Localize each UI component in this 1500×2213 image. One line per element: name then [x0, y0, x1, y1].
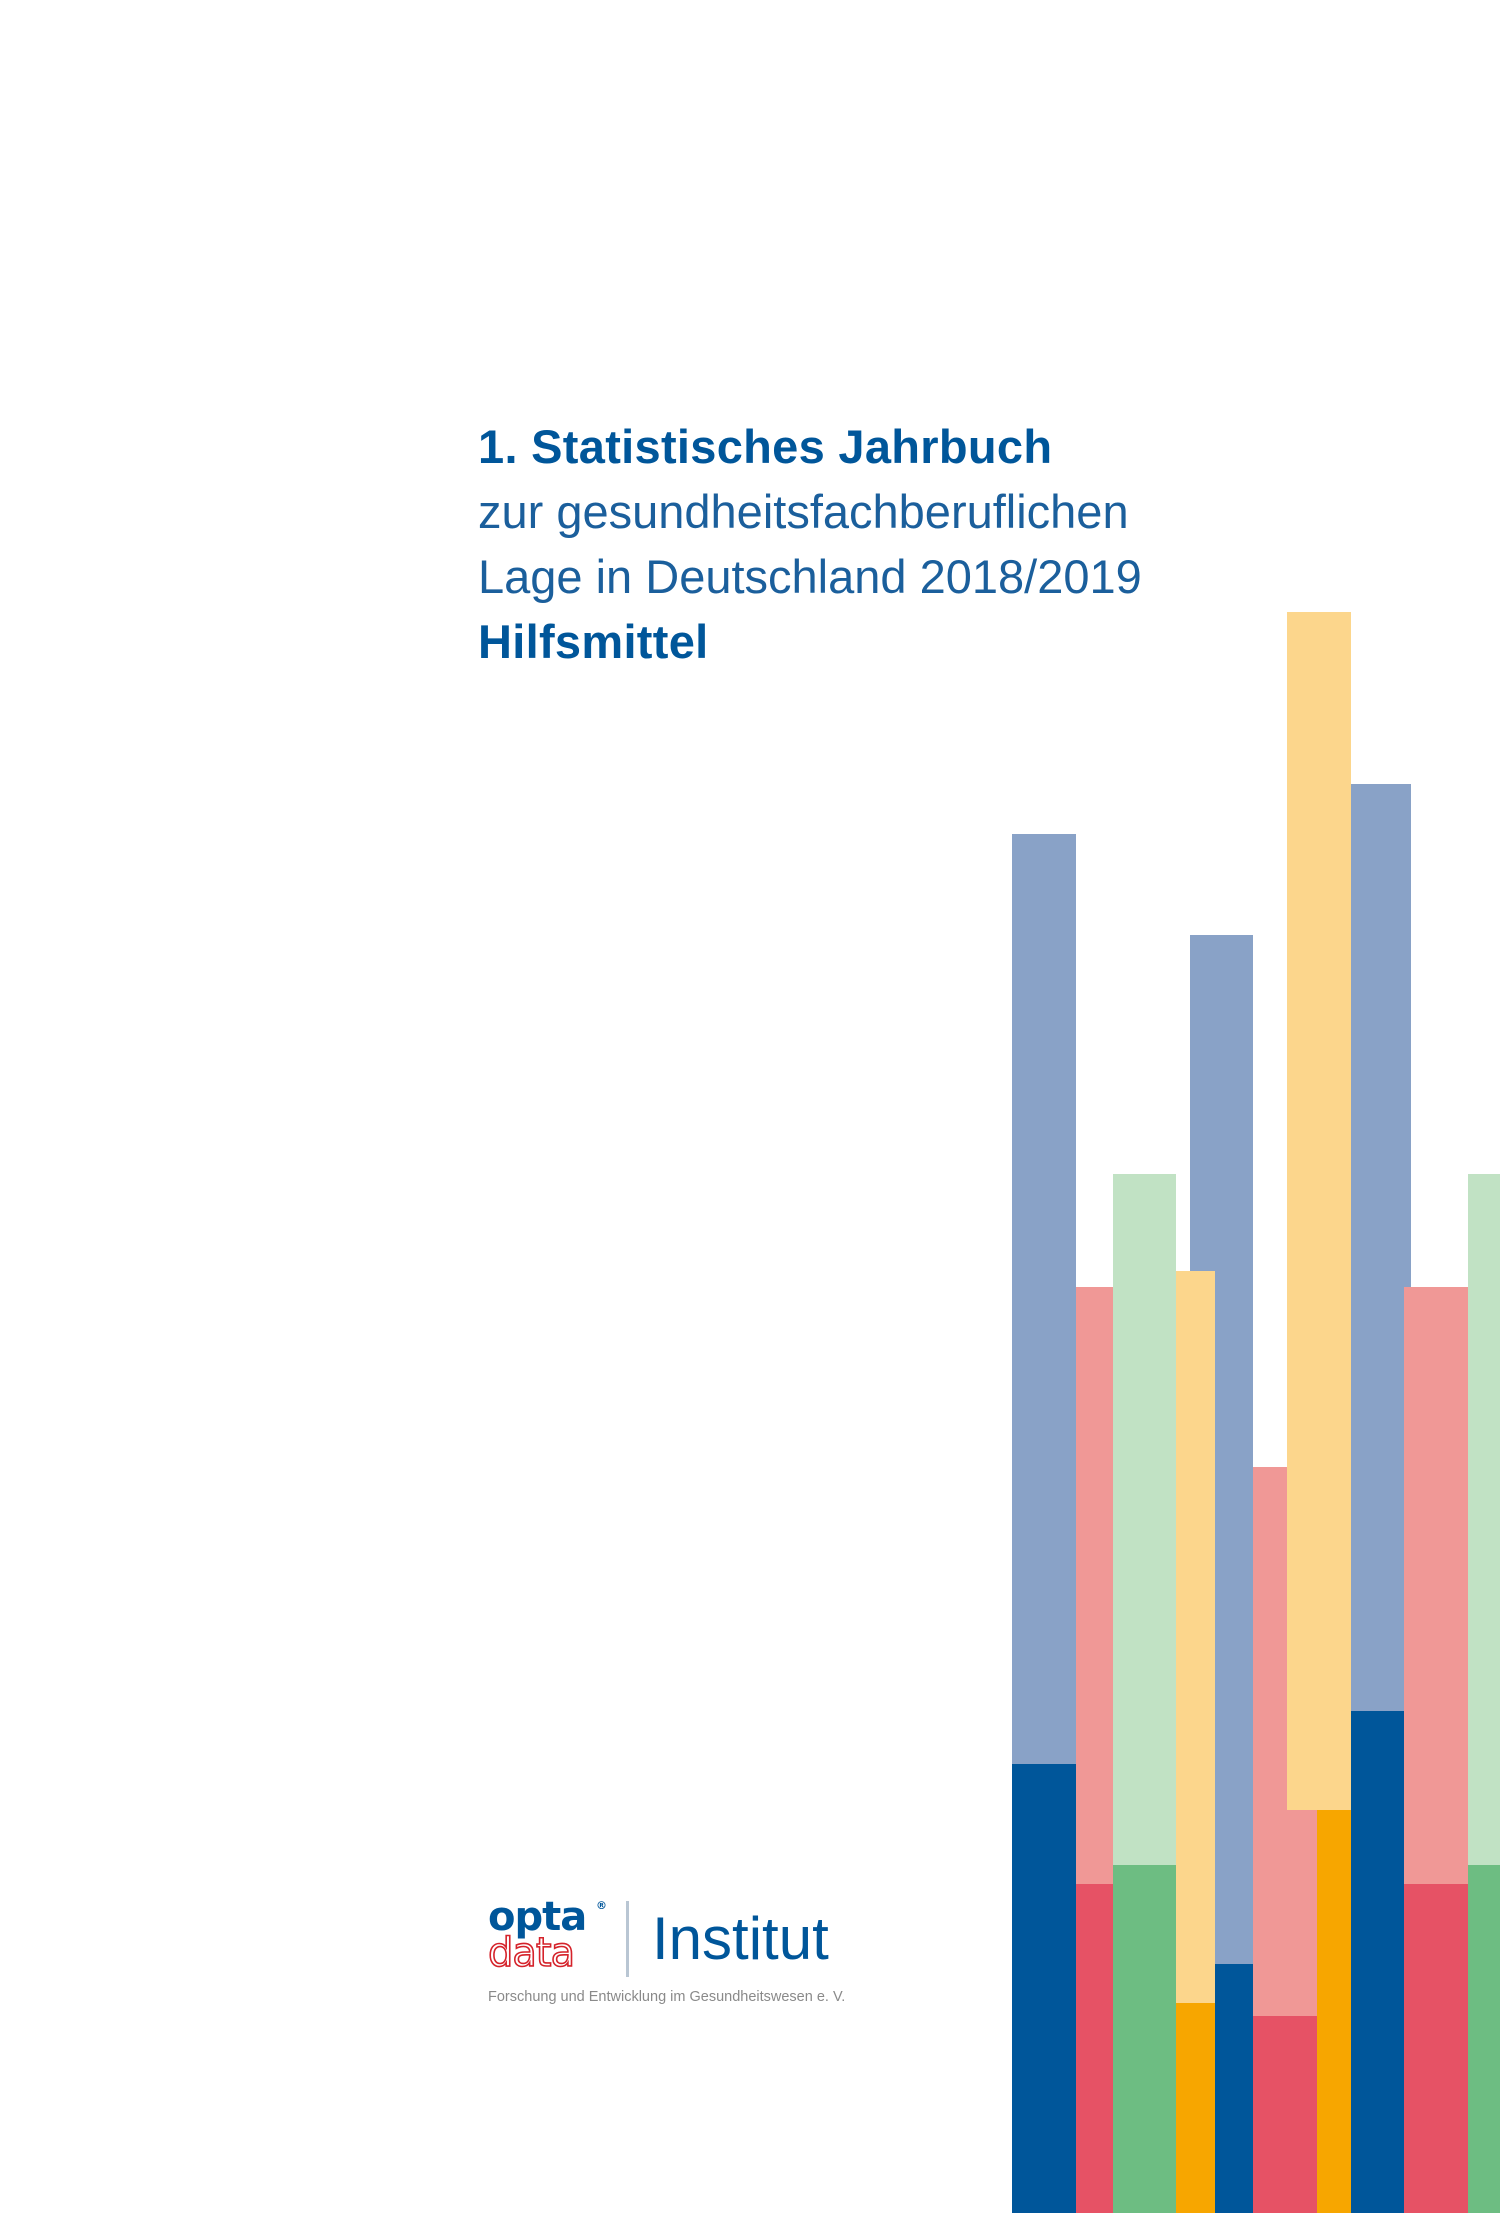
title-line-4: Hilfsmittel	[478, 615, 709, 668]
title-line-3: Lage in Deutschland 2018/2019	[478, 550, 1142, 603]
bar-7-light-orange	[1287, 612, 1351, 1810]
opta-data-institut-logo: opta ® data Institut Forschung und Entwi…	[487, 1894, 888, 2007]
bar-6-red	[1253, 2016, 1317, 2213]
bar-7-orange	[1317, 1810, 1351, 2213]
title-block: 1. Statistisches Jahrbuch zur gesundheit…	[478, 414, 1378, 674]
title-line-1: 1. Statistisches Jahrbuch	[478, 420, 1053, 473]
logo-divider	[626, 1901, 629, 1977]
bar-5-orange	[1176, 2003, 1215, 2213]
bar-1-dark-blue	[1012, 1764, 1076, 2213]
logo-opta-word: opta	[488, 1894, 587, 1940]
bar-2-light-red	[1076, 1287, 1113, 1884]
bar-9-light-red	[1404, 1287, 1468, 1884]
bar-8-light-blue	[1351, 784, 1411, 1711]
logo-registered-mark: ®	[596, 1899, 607, 1912]
bar-8-dark-blue	[1351, 1711, 1411, 2213]
bar-1-light-blue	[1012, 834, 1076, 1764]
logo-data-word: data	[487, 1930, 576, 1976]
logo-institut-word: Institut	[652, 1905, 829, 1972]
bar-10-light-green	[1468, 1174, 1500, 1865]
title-line-2: zur gesundheitsfachberuflichen	[478, 485, 1129, 538]
bar-3-green	[1113, 1865, 1176, 2213]
bar-3-light-green	[1113, 1174, 1176, 1865]
bar-2-red	[1076, 1884, 1113, 2213]
bar-5-light-orange	[1176, 1271, 1215, 2003]
bar-10-green	[1468, 1865, 1500, 2213]
logo-tagline: Forschung und Entwicklung im Gesundheits…	[488, 1989, 846, 2005]
bar-9-red	[1404, 1884, 1468, 2213]
